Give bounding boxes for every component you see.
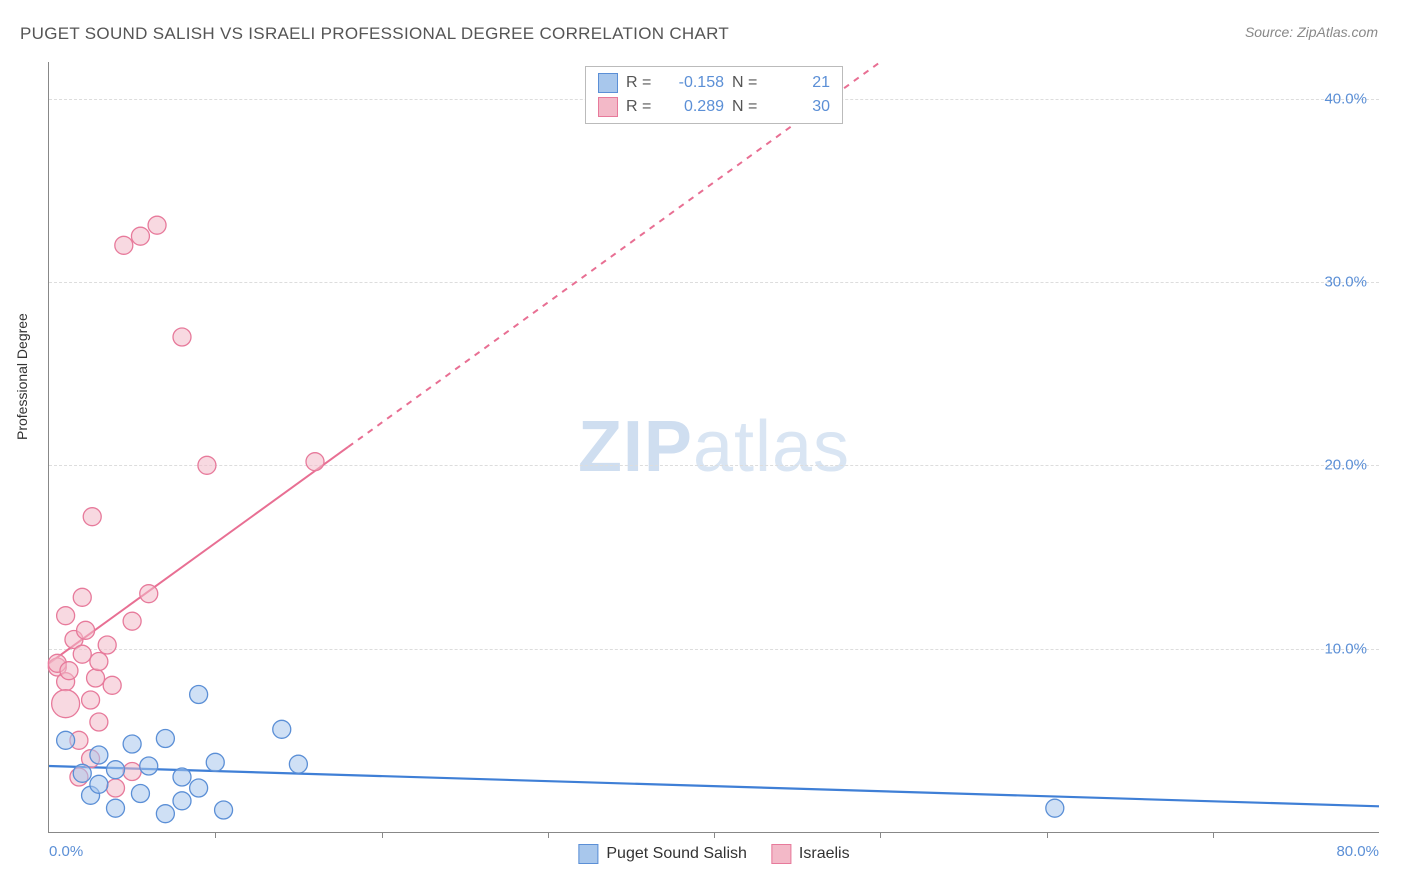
n-value-1: 21 — [768, 71, 830, 95]
data-point — [273, 720, 291, 738]
data-point — [107, 779, 125, 797]
data-point — [90, 713, 108, 731]
data-point — [306, 453, 324, 471]
legend-item-series2: Israelis — [771, 844, 850, 864]
x-tick-label: 0.0% — [49, 843, 83, 860]
data-point — [206, 753, 224, 771]
data-point — [73, 588, 91, 606]
x-tick-mark — [382, 832, 383, 838]
n-label-2: N = — [732, 95, 760, 119]
legend-label-1: Puget Sound Salish — [606, 845, 747, 863]
legend-bottom: Puget Sound Salish Israelis — [578, 844, 849, 864]
data-point — [173, 328, 191, 346]
data-point — [103, 676, 121, 694]
y-axis-label: Professional Degree — [14, 313, 30, 440]
data-point — [107, 799, 125, 817]
data-point — [123, 763, 141, 781]
data-point — [190, 686, 208, 704]
data-point — [57, 607, 75, 625]
y-tick-label: 30.0% — [1324, 274, 1367, 291]
data-point — [131, 785, 149, 803]
data-point — [90, 775, 108, 793]
data-point — [173, 768, 191, 786]
data-point — [90, 746, 108, 764]
data-point — [140, 757, 158, 775]
x-tick-mark — [215, 832, 216, 838]
stats-row-series2: R = 0.289 N = 30 — [598, 95, 830, 119]
data-point — [148, 216, 166, 234]
chart-title: PUGET SOUND SALISH VS ISRAELI PROFESSION… — [20, 24, 729, 44]
data-point — [156, 805, 174, 823]
r-label-1: R = — [626, 71, 654, 95]
legend-swatch-1 — [578, 844, 598, 864]
swatch-series2 — [598, 97, 618, 117]
data-point — [82, 691, 100, 709]
data-point — [73, 645, 91, 663]
data-point — [87, 669, 105, 687]
x-tick-mark — [1213, 832, 1214, 838]
plot-area: ZIPatlas R = -0.158 N = 21 R = 0.289 N =… — [48, 62, 1379, 833]
r-value-1: -0.158 — [662, 71, 724, 95]
data-point — [115, 236, 133, 254]
stats-row-series1: R = -0.158 N = 21 — [598, 71, 830, 95]
source-attribution: Source: ZipAtlas.com — [1245, 24, 1378, 40]
n-label-1: N = — [732, 71, 760, 95]
data-point — [289, 755, 307, 773]
data-point — [73, 764, 91, 782]
chart-svg — [49, 62, 1379, 832]
r-label-2: R = — [626, 95, 654, 119]
data-point — [156, 730, 174, 748]
legend-label-2: Israelis — [799, 845, 850, 863]
x-tick-mark — [1047, 832, 1048, 838]
x-tick-mark — [714, 832, 715, 838]
data-point — [1046, 799, 1064, 817]
y-tick-label: 40.0% — [1324, 90, 1367, 107]
swatch-series1 — [598, 73, 618, 93]
x-tick-mark — [548, 832, 549, 838]
data-point — [123, 735, 141, 753]
data-point — [60, 662, 78, 680]
data-point — [173, 792, 191, 810]
n-value-2: 30 — [768, 95, 830, 119]
legend-item-series1: Puget Sound Salish — [578, 844, 747, 864]
data-point — [83, 508, 101, 526]
data-point — [90, 653, 108, 671]
data-point — [123, 612, 141, 630]
y-tick-label: 10.0% — [1324, 640, 1367, 657]
data-point — [57, 731, 75, 749]
data-point — [190, 779, 208, 797]
data-point — [77, 621, 95, 639]
data-point — [215, 801, 233, 819]
data-point — [98, 636, 116, 654]
r-value-2: 0.289 — [662, 95, 724, 119]
data-point — [52, 690, 80, 718]
data-point — [140, 585, 158, 603]
data-point — [131, 227, 149, 245]
x-tick-label: 80.0% — [1336, 843, 1379, 860]
trend-line — [49, 766, 1379, 806]
y-tick-label: 20.0% — [1324, 457, 1367, 474]
legend-swatch-2 — [771, 844, 791, 864]
stats-legend-box: R = -0.158 N = 21 R = 0.289 N = 30 — [585, 66, 843, 124]
data-point — [107, 761, 125, 779]
x-tick-mark — [880, 832, 881, 838]
data-point — [198, 456, 216, 474]
